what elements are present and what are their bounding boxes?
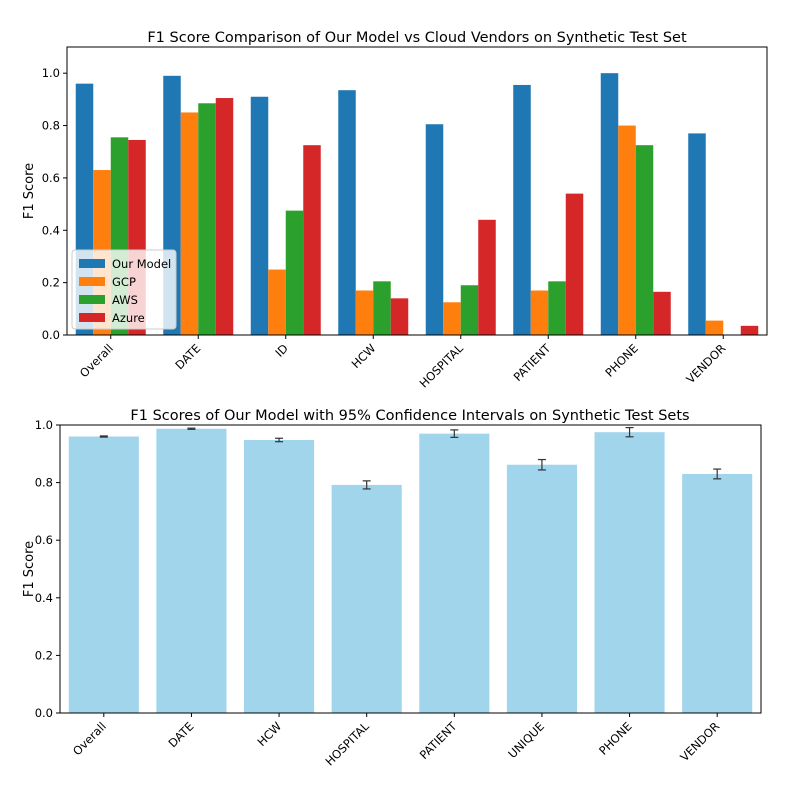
chart2-y-axis: 0.0 0.2 0.4 0.6 0.8 1.0 [35, 418, 60, 720]
chart2-y-label: F1 Score [22, 541, 37, 597]
chart2-bar-unique [506, 464, 577, 713]
chart1-bar-gcp-date [180, 112, 199, 335]
chart2-error-bars [99, 426, 722, 490]
chart2-x-tick-label: Overall [70, 719, 109, 758]
chart2-x-tick-label: HOSPITAL [322, 719, 372, 769]
chart1-y-label: F1 Score [22, 163, 37, 219]
chart1-bar-our-model-hospital [425, 124, 444, 336]
chart1-y-tick-label: 0.0 [42, 328, 60, 342]
chart2-y-tick-label: 1.0 [35, 418, 53, 432]
chart1-bar-our-model-hcw [338, 90, 356, 335]
chart1-bar-gcp-phone [618, 125, 636, 335]
chart1-bar-our-model-vendor [688, 133, 706, 335]
chart2-y-tick-label: 0.2 [35, 648, 53, 662]
chart1-legend-label: Our Model [112, 257, 171, 271]
chart2-bar-patient [419, 433, 490, 713]
chart2-x-tick-label: HCW [254, 719, 284, 749]
chart1-bar-our-model-patient [513, 84, 531, 336]
chart2-y-tick-label: 0.6 [35, 533, 53, 547]
chart1-x-tick-label: HCW [349, 341, 379, 371]
chart1-bar-azure-hospital [478, 219, 496, 335]
chart1-x-axis: Overall DATE ID HCW HOSPITAL PATIENT PHONE VEND… [77, 335, 728, 391]
chart1-legend-label: Azure [112, 311, 145, 325]
chart1-legend-swatch [79, 259, 105, 268]
chart1-x-tick-label: HOSPITAL [417, 341, 467, 391]
chart2-plot-frame [59, 424, 762, 714]
chart1-y-tick-label: 0.4 [42, 223, 60, 237]
chart1-bar-our-model-id [250, 96, 269, 335]
chart1-bar-gcp-patient [530, 290, 549, 335]
chart2-y-tick-label: 0.8 [35, 476, 53, 490]
chart1-legend-box [71, 249, 177, 330]
chart1-bar-aws-phone [635, 145, 654, 335]
chart1-bar-azure-date [215, 98, 234, 335]
chart1-bar-aws-id [285, 210, 304, 335]
chart1-y-tick-label: 1.0 [42, 66, 60, 80]
chart2-x-axis: Overall DATE HCW HOSPITAL PATIENT UNIQUE PHONE… [70, 713, 722, 769]
chart1-y-tick-label: 0.8 [42, 119, 60, 133]
chart1-bar-our-model-phone [600, 73, 619, 336]
chart1-x-tick-label: ID [272, 341, 291, 360]
chart-confidence-intervals: F1 Scores of Our Model with 95% Confiden… [22, 408, 762, 769]
chart2-y-tick-label: 0.0 [35, 706, 53, 720]
chart1-bars [75, 73, 759, 336]
chart2-title: F1 Scores of Our Model with 95% Confiden… [130, 408, 689, 424]
chart2-bars [68, 428, 753, 713]
chart2-x-tick-label: PATIENT [417, 719, 460, 762]
chart2-bar-hospital [331, 484, 402, 713]
chart1-bar-aws-hcw [373, 281, 391, 335]
chart1-bar-aws-hospital [460, 285, 479, 335]
chart1-y-tick-label: 0.2 [42, 276, 60, 290]
chart1-legend-swatch [79, 277, 105, 286]
chart1-bar-gcp-id [268, 269, 286, 335]
chart1-bar-azure-vendor [740, 325, 759, 335]
chart1-x-tick-label: Overall [77, 341, 116, 380]
chart1-bar-gcp-hospital [443, 302, 461, 335]
chart2-x-tick-label: UNIQUE [505, 719, 547, 761]
chart1-y-axis: 0.0 0.2 0.4 0.6 0.8 1.0 [42, 66, 67, 342]
chart2-y-tick-label: 0.4 [35, 591, 53, 605]
chart1-x-tick-label: PHONE [602, 341, 641, 380]
chart1-bar-aws-patient [548, 281, 566, 335]
chart2-bar-phone [594, 432, 665, 713]
chart1-bar-azure-id [303, 145, 321, 335]
chart1-legend-label: GCP [112, 275, 136, 289]
chart1-bar-aws-date [198, 103, 216, 335]
chart1-x-tick-label: PATIENT [511, 341, 554, 384]
chart2-bar-vendor [682, 473, 753, 713]
chart1-bar-azure-patient [565, 193, 584, 335]
chart1-x-tick-label: VENDOR [683, 341, 728, 386]
chart1-legend-label: AWS [112, 293, 138, 307]
chart1-bar-azure-phone [653, 291, 671, 335]
chart1-legend: Our Model GCP AWS Azure [71, 249, 177, 330]
chart1-legend-swatch [79, 313, 105, 322]
chart2-x-tick-label: DATE [166, 719, 197, 750]
chart1-y-tick-label: 0.6 [42, 171, 60, 185]
chart1-bar-azure-hcw [390, 298, 409, 335]
chart-vendor-comparison: F1 Score Comparison of Our Model vs Clou… [22, 30, 768, 391]
chart1-plot-frame [66, 46, 768, 336]
chart2-bar-hcw [244, 439, 315, 713]
chart1-x-tick-label: DATE [172, 341, 203, 372]
chart2-bar-date [156, 428, 227, 713]
chart2-bar-overall [68, 436, 139, 713]
chart1-bar-gcp-hcw [355, 290, 374, 335]
chart1-bar-gcp-vendor [705, 320, 724, 335]
chart1-legend-swatch [79, 295, 105, 304]
chart2-x-tick-label: PHONE [596, 719, 635, 758]
chart2-x-tick-label: VENDOR [677, 719, 722, 764]
chart1-title: F1 Score Comparison of Our Model vs Clou… [147, 30, 687, 46]
